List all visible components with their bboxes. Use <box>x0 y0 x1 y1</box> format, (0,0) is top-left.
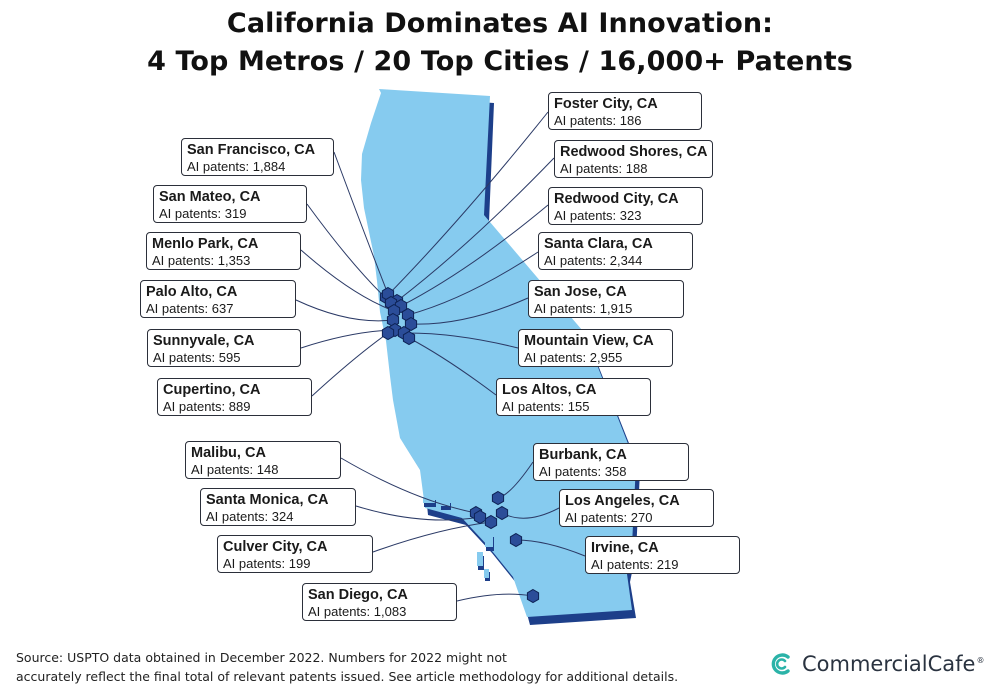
city-markers <box>379 286 540 604</box>
callout-palo-alto: Palo Alto, CA AI patents: 637 <box>140 280 296 318</box>
city-name: Mountain View, CA <box>524 333 654 349</box>
leader-line-redwood-shores <box>396 157 555 302</box>
city-patents: AI patents: 1,083 <box>308 604 407 619</box>
marker-irvine <box>509 532 523 548</box>
chart-title-line1: California Dominates AI Innovation: <box>226 8 774 39</box>
city-name: Culver City, CA <box>223 539 328 555</box>
city-name: Burbank, CA <box>539 447 627 463</box>
city-name: San Francisco, CA <box>187 142 316 158</box>
city-patents: AI patents: 637 <box>146 301 234 316</box>
city-patents: AI patents: 219 <box>591 557 679 572</box>
city-patents: AI patents: 188 <box>560 161 648 176</box>
callout-redwood-shores: Redwood Shores, CA AI patents: 188 <box>554 140 713 178</box>
city-name: Cupertino, CA <box>163 382 261 398</box>
city-patents: AI patents: 319 <box>159 206 247 221</box>
callout-sunnyvale: Sunnyvale, CA AI patents: 595 <box>147 329 301 367</box>
city-patents: AI patents: 270 <box>565 510 653 525</box>
chart-title-line2: 4 Top Metros / 20 Top Cities / 16,000+ P… <box>147 46 853 77</box>
city-name: Los Angeles, CA <box>565 493 680 509</box>
city-patents: AI patents: 323 <box>554 208 642 223</box>
city-name: San Jose, CA <box>534 284 627 300</box>
city-name: Foster City, CA <box>554 96 658 112</box>
callout-burbank: Burbank, CA AI patents: 358 <box>533 443 689 481</box>
leader-line-san-francisco <box>333 151 389 295</box>
city-name: Irvine, CA <box>591 540 659 556</box>
city-name: Sunnyvale, CA <box>153 333 255 349</box>
city-patents: AI patents: 889 <box>163 399 251 414</box>
leader-line-santa-clara <box>407 251 539 316</box>
city-patents: AI patents: 595 <box>153 350 241 365</box>
marker-los-angeles <box>495 505 509 521</box>
leader-line-los-altos <box>408 337 497 396</box>
leader-line-santa-monica <box>355 505 481 521</box>
city-name: Redwood Shores, CA <box>560 144 708 160</box>
marker-san-diego <box>526 588 540 604</box>
city-patents: AI patents: 186 <box>554 113 642 128</box>
callout-mountain-view: Mountain View, CA AI patents: 2,955 <box>518 329 673 367</box>
city-patents: AI patents: 155 <box>502 399 590 414</box>
brand-name: CommercialCafe® <box>802 652 985 676</box>
callout-culver-city: Culver City, CA AI patents: 199 <box>217 535 373 573</box>
state-land <box>361 89 636 617</box>
city-patents: AI patents: 148 <box>191 462 279 477</box>
city-patents: AI patents: 1,884 <box>187 159 286 174</box>
brand-logo: CommercialCafe® <box>768 650 984 678</box>
source-note-line2: accurately reflect the final total of re… <box>16 669 679 684</box>
callout-santa-monica: Santa Monica, CA AI patents: 324 <box>200 488 356 526</box>
leader-line-malibu <box>340 457 477 514</box>
city-patents: AI patents: 358 <box>539 464 627 479</box>
source-note: Source: USPTO data obtained in December … <box>16 648 678 686</box>
city-name: Santa Clara, CA <box>544 236 653 252</box>
source-note-line1: Source: USPTO data obtained in December … <box>16 650 507 665</box>
leader-line-menlo-park <box>300 249 395 312</box>
marker-burbank <box>491 490 505 506</box>
city-name: San Diego, CA <box>308 587 408 603</box>
city-name: San Mateo, CA <box>159 189 261 205</box>
callout-menlo-park: Menlo Park, CA AI patents: 1,353 <box>146 232 301 270</box>
city-name: Redwood City, CA <box>554 191 679 207</box>
callout-santa-clara: Santa Clara, CA AI patents: 2,344 <box>538 232 693 270</box>
city-patents: AI patents: 324 <box>206 509 294 524</box>
city-name: Menlo Park, CA <box>152 236 259 252</box>
callout-irvine: Irvine, CA AI patents: 219 <box>585 536 740 574</box>
city-patents: AI patents: 2,955 <box>524 350 623 365</box>
city-name: Palo Alto, CA <box>146 284 238 300</box>
callout-los-altos: Los Altos, CA AI patents: 155 <box>496 378 651 416</box>
callout-san-mateo: San Mateo, CA AI patents: 319 <box>153 185 307 223</box>
marker-los-altos <box>402 330 416 346</box>
leader-line-cupertino <box>311 332 389 397</box>
leader-line-culver-city <box>372 521 492 553</box>
city-patents: AI patents: 199 <box>223 556 311 571</box>
callout-los-angeles: Los Angeles, CA AI patents: 270 <box>559 489 714 527</box>
leader-line-mountain-view <box>403 332 519 349</box>
leader-line-sunnyvale <box>300 329 396 349</box>
leader-line-redwood-city <box>400 204 549 307</box>
city-patents: AI patents: 1,353 <box>152 253 251 268</box>
marker-culver-city <box>484 514 498 530</box>
callout-san-diego: San Diego, CA AI patents: 1,083 <box>302 583 457 621</box>
marker-cupertino <box>381 325 395 341</box>
leader-line-foster-city <box>385 111 549 298</box>
commercialcafe-logo-icon <box>771 653 790 675</box>
callout-cupertino: Cupertino, CA AI patents: 889 <box>157 378 312 416</box>
callout-foster-city: Foster City, CA AI patents: 186 <box>548 92 702 130</box>
leader-line-san-jose <box>410 297 529 325</box>
city-patents: AI patents: 1,915 <box>534 301 633 316</box>
callout-malibu: Malibu, CA AI patents: 148 <box>185 441 341 479</box>
marker-santa-monica <box>473 509 487 525</box>
city-name: Los Altos, CA <box>502 382 597 398</box>
callout-redwood-city: Redwood City, CA AI patents: 323 <box>548 187 703 225</box>
city-patents: AI patents: 2,344 <box>544 253 643 268</box>
callout-san-francisco: San Francisco, CA AI patents: 1,884 <box>181 138 334 176</box>
leader-line-san-diego <box>456 593 534 602</box>
city-name: Malibu, CA <box>191 445 266 461</box>
leader-line-palo-alto <box>295 299 394 322</box>
marker-san-jose <box>404 316 418 332</box>
city-name: Santa Monica, CA <box>206 492 329 508</box>
callout-san-jose: San Jose, CA AI patents: 1,915 <box>528 280 684 318</box>
